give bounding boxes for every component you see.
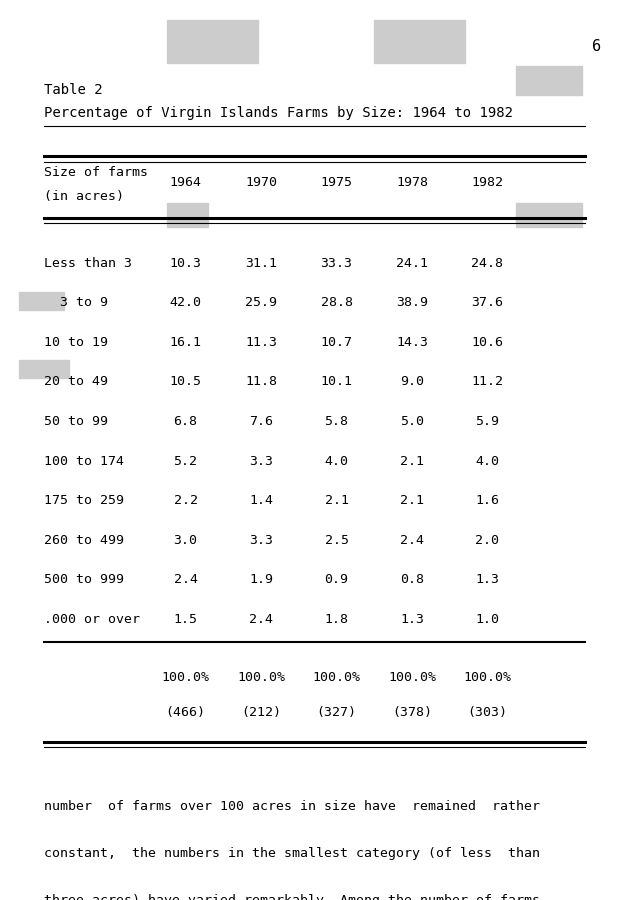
Text: 4.0: 4.0 (476, 454, 499, 467)
Text: 10.6: 10.6 (472, 336, 503, 348)
Text: 6.8: 6.8 (174, 415, 198, 428)
Text: 11.2: 11.2 (472, 375, 503, 388)
Text: (466): (466) (165, 706, 206, 718)
Text: 2.0: 2.0 (476, 534, 499, 546)
Text: 1.8: 1.8 (325, 613, 348, 626)
Text: 1.0: 1.0 (476, 613, 499, 626)
Text: 1.5: 1.5 (174, 613, 198, 626)
Text: 1970: 1970 (245, 176, 277, 188)
Text: 4.0: 4.0 (325, 454, 348, 467)
Text: 0.9: 0.9 (325, 573, 348, 586)
Text: 24.1: 24.1 (396, 256, 428, 269)
Text: 1.9: 1.9 (249, 573, 273, 586)
Text: 500 to 999: 500 to 999 (44, 573, 124, 586)
Bar (167, 20, 258, 63)
Text: 2.5: 2.5 (325, 534, 348, 546)
Text: 2.4: 2.4 (249, 613, 273, 626)
Text: 1.3: 1.3 (476, 573, 499, 586)
Text: Percentage of Virgin Islands Farms by Size: 1964 to 1982: Percentage of Virgin Islands Farms by Si… (44, 106, 513, 121)
Text: .000 or over: .000 or over (44, 613, 140, 626)
Text: 2.1: 2.1 (400, 494, 424, 507)
Text: 1.6: 1.6 (476, 494, 499, 507)
Text: 24.8: 24.8 (472, 256, 503, 269)
Text: 33.3: 33.3 (321, 256, 352, 269)
Text: 6: 6 (591, 39, 601, 54)
Text: 3.3: 3.3 (249, 534, 273, 546)
Text: 10.3: 10.3 (170, 256, 201, 269)
Text: Table 2: Table 2 (44, 83, 103, 97)
Text: 3.3: 3.3 (249, 454, 273, 467)
Bar (516, 203, 582, 227)
Text: 100.0%: 100.0% (464, 671, 511, 684)
Text: 175 to 259: 175 to 259 (44, 494, 124, 507)
Text: 31.1: 31.1 (245, 256, 277, 269)
Text: 10 to 19: 10 to 19 (44, 336, 108, 348)
Text: 9.0: 9.0 (400, 375, 424, 388)
Text: 16.1: 16.1 (170, 336, 201, 348)
Text: 1982: 1982 (472, 176, 503, 188)
Text: 3.0: 3.0 (174, 534, 198, 546)
Text: 0.8: 0.8 (400, 573, 424, 586)
Text: 100.0%: 100.0% (162, 671, 209, 684)
Text: 11.3: 11.3 (245, 336, 277, 348)
Text: 10.1: 10.1 (321, 375, 352, 388)
Text: 7.6: 7.6 (249, 415, 273, 428)
Text: (303): (303) (467, 706, 508, 718)
Text: 100.0%: 100.0% (237, 671, 285, 684)
Text: (378): (378) (392, 706, 432, 718)
Text: 100.0%: 100.0% (388, 671, 436, 684)
Bar (374, 20, 465, 63)
Text: 1978: 1978 (396, 176, 428, 188)
Text: 1.3: 1.3 (400, 613, 424, 626)
Text: 37.6: 37.6 (472, 296, 503, 309)
Text: 2.2: 2.2 (174, 494, 198, 507)
Text: Size of farms: Size of farms (44, 166, 148, 179)
Text: 5.8: 5.8 (325, 415, 348, 428)
Bar (19, 292, 64, 310)
Text: 1975: 1975 (321, 176, 352, 188)
Text: Less than 3: Less than 3 (44, 256, 132, 269)
Text: 42.0: 42.0 (170, 296, 201, 309)
Text: 100.0%: 100.0% (313, 671, 360, 684)
Text: 5.2: 5.2 (174, 454, 198, 467)
Text: 1964: 1964 (170, 176, 201, 188)
Text: (212): (212) (241, 706, 281, 718)
Text: number  of farms over 100 acres in size have  remained  rather: number of farms over 100 acres in size h… (44, 800, 540, 813)
Text: 10.5: 10.5 (170, 375, 201, 388)
Text: 20 to 49: 20 to 49 (44, 375, 108, 388)
Text: 38.9: 38.9 (396, 296, 428, 309)
Text: 2.1: 2.1 (400, 454, 424, 467)
Text: 2.4: 2.4 (174, 573, 198, 586)
Bar (516, 66, 582, 94)
Text: 25.9: 25.9 (245, 296, 277, 309)
Text: 1.4: 1.4 (249, 494, 273, 507)
Text: 100 to 174: 100 to 174 (44, 454, 124, 467)
Text: 260 to 499: 260 to 499 (44, 534, 124, 546)
Text: constant,  the numbers in the smallest category (of less  than: constant, the numbers in the smallest ca… (44, 847, 540, 860)
Text: 5.9: 5.9 (476, 415, 499, 428)
Text: three acres) have varied remarkably. Among the number of farms: three acres) have varied remarkably. Amo… (44, 894, 540, 900)
Text: 5.0: 5.0 (400, 415, 424, 428)
Text: 14.3: 14.3 (396, 336, 428, 348)
Text: (in acres): (in acres) (44, 190, 124, 203)
Text: 11.8: 11.8 (245, 375, 277, 388)
Bar (19, 360, 69, 378)
Text: 2.4: 2.4 (400, 534, 424, 546)
Text: (327): (327) (316, 706, 357, 718)
Bar (167, 203, 208, 227)
Text: 50 to 99: 50 to 99 (44, 415, 108, 428)
Text: 28.8: 28.8 (321, 296, 352, 309)
Text: 3 to 9: 3 to 9 (44, 296, 108, 309)
Text: 2.1: 2.1 (325, 494, 348, 507)
Text: 10.7: 10.7 (321, 336, 352, 348)
